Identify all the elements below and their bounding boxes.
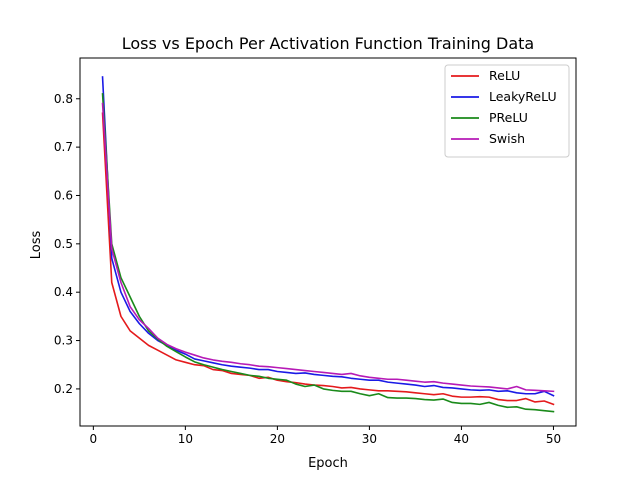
x-tick-label: 40 — [454, 432, 469, 446]
x-tick-label: 50 — [546, 432, 561, 446]
legend-label-relu: ReLU — [489, 68, 520, 83]
y-tick-label: 0.7 — [54, 140, 73, 154]
legend: ReLU LeakyReLU PReLU Swish — [444, 64, 570, 158]
series-line-leakyrelu — [101, 76, 555, 397]
y-tick-label: 0.4 — [54, 285, 73, 299]
legend-label-leakyrelu: LeakyReLU — [489, 89, 557, 104]
y-tick-label: 0.8 — [54, 92, 73, 106]
x-axis: 0 10 20 30 40 50 — [90, 426, 561, 446]
x-tick-label: 30 — [362, 432, 377, 446]
plot-frame — [79, 57, 577, 427]
series-line-relu — [101, 112, 555, 406]
series-line-prelu — [101, 93, 555, 413]
y-axis-label: Loss — [29, 231, 44, 260]
legend-box — [444, 64, 570, 158]
series-line-swish — [101, 102, 555, 393]
x-tick-label: 10 — [178, 432, 193, 446]
legend-label-prelu: PReLU — [489, 110, 528, 125]
series-layer — [101, 76, 555, 413]
y-tick-label: 0.6 — [54, 188, 73, 202]
y-tick-label: 0.2 — [54, 382, 73, 396]
x-tick-label: 0 — [90, 432, 98, 446]
legend-label-swish: Swish — [489, 131, 525, 146]
chart-title: Loss vs Epoch Per Activation Function Tr… — [122, 34, 534, 53]
x-axis-label: Epoch — [308, 456, 348, 471]
y-tick-label: 0.3 — [54, 334, 73, 348]
x-tick-label: 20 — [270, 432, 285, 446]
y-tick-label: 0.5 — [54, 237, 73, 251]
y-axis: 0.2 0.3 0.4 0.5 0.6 0.7 0.8 — [54, 92, 80, 396]
